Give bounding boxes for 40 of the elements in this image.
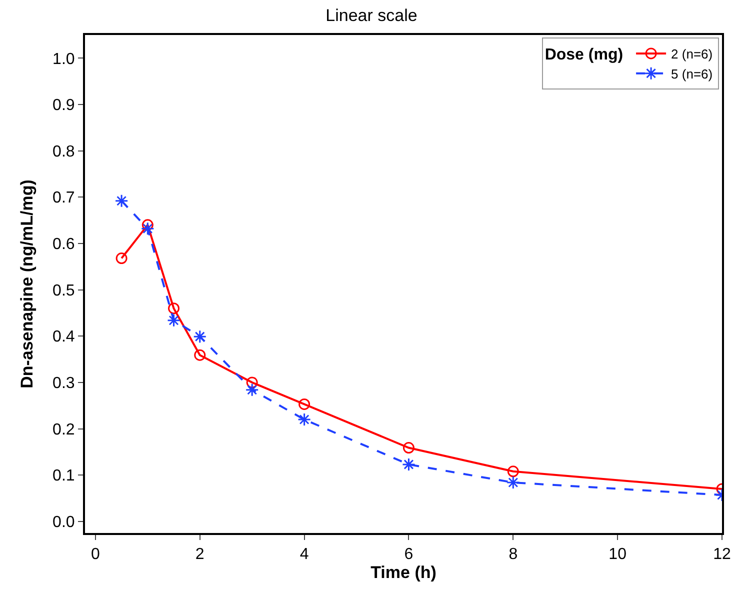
point [402, 458, 416, 472]
legend-label: 5 (n=6) [671, 66, 713, 82]
x-tick-label: 8 [508, 546, 518, 564]
y-tick-label: 0.8 [52, 143, 75, 160]
x-axis-title: Time (h) [370, 563, 436, 582]
legend-label: 2 (n=6) [671, 46, 713, 62]
legend-title: Dose (mg) [544, 46, 624, 64]
y-tick-label: 0.5 [52, 282, 75, 300]
point [168, 302, 180, 314]
point [298, 412, 312, 426]
y-axis-title: Dn-asenapine (ng/mL/mg) [18, 180, 37, 388]
y-tick-label: 0.6 [52, 236, 75, 254]
point [142, 219, 154, 231]
chart-title: Linear scale [326, 6, 418, 25]
x-tick-label: 12 [713, 546, 731, 564]
point [193, 330, 207, 344]
point [245, 383, 259, 397]
point [246, 376, 258, 388]
x-tick-label: 0 [90, 546, 100, 564]
x-tick-label: 4 [300, 546, 309, 564]
point [116, 252, 128, 264]
point [167, 314, 181, 328]
y-tick-label: 0.3 [52, 375, 75, 392]
point [506, 476, 520, 490]
x-tick-label: 6 [404, 546, 414, 564]
point [114, 194, 128, 208]
y-tick-label: 0.9 [52, 97, 75, 114]
y-tick-label: 0.0 [52, 514, 75, 532]
y-tick-label: 1.0 [52, 50, 75, 68]
point [402, 442, 414, 454]
point [298, 398, 310, 410]
x-tick-label: 2 [195, 546, 204, 564]
y-tick-label: 0.2 [52, 421, 75, 438]
y-tick-label: 0.1 [52, 468, 75, 485]
y-tick-label: 0.7 [52, 190, 75, 207]
point [194, 349, 206, 361]
point [507, 466, 519, 478]
x-tick-label: 10 [608, 546, 627, 564]
point [140, 222, 154, 236]
y-tick-label: 0.4 [52, 328, 75, 346]
